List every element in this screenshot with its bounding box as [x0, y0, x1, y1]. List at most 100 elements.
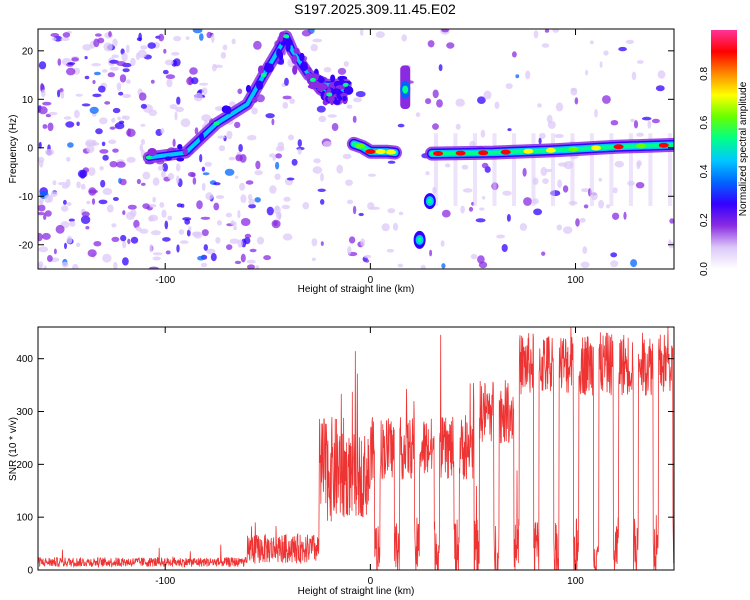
heatmap-cell: [478, 150, 489, 156]
heatmap-cell: [210, 253, 217, 262]
heatmap-cell: [224, 168, 235, 176]
heatmap-cell: [201, 87, 208, 96]
heatmap-cell: [433, 151, 444, 157]
heatmap-cell: [231, 38, 236, 45]
heatmap-cell: [525, 70, 531, 80]
heatmap-cell: [222, 44, 228, 51]
heatmap-cell: [234, 175, 239, 179]
heatmap-cells: [38, 29, 674, 269]
heatmap-cell: [147, 42, 156, 49]
heatmap-cell: [441, 263, 446, 269]
heatmap-cell: [589, 40, 594, 45]
heatmap-cell: [655, 85, 665, 92]
colorbar-tick-label: 0.2: [699, 213, 710, 227]
heatmap-cell: [312, 38, 323, 43]
heatmap-cell: [217, 135, 226, 139]
heatmap-cell: [625, 39, 635, 45]
heatmap-cell: [533, 30, 539, 39]
heatmap-cell: [254, 170, 263, 176]
heatmap-cell: [297, 139, 302, 148]
heatmap-cell: [63, 116, 72, 120]
heatmap-cell: [234, 121, 241, 129]
heatmap-cell: [281, 204, 290, 210]
heatmap-cell: [101, 141, 106, 147]
heatmap-cell: [84, 56, 88, 60]
heatmap-cell: [275, 153, 282, 159]
heatmap-cell: [583, 204, 589, 209]
heatmap-cell: [330, 74, 336, 83]
heatmap-cell: [200, 262, 208, 268]
heatmap-cell: [187, 171, 196, 177]
heatmap-cell: [122, 240, 127, 249]
heatmap-cell: [602, 95, 611, 104]
heatmap-cell: [545, 147, 556, 153]
heatmap-cell: [193, 231, 203, 239]
heatmap-cell: [191, 77, 199, 85]
heatmap-cell: [108, 30, 112, 38]
spectrogram-frame: [37, 28, 675, 270]
colorbar: 0.0 0.2 0.4 0.6 0.8 Normalized spectral ampl…: [699, 30, 749, 276]
heatmap-cell: [507, 128, 512, 132]
heatmap-cell: [582, 246, 588, 254]
heatmap-cell: [301, 29, 312, 37]
x-tick-label: 0: [368, 576, 374, 587]
heatmap-cell: [445, 163, 451, 168]
heatmap-cell: [492, 133, 497, 206]
heatmap-cell: [99, 149, 109, 154]
heatmap-cell: [472, 133, 477, 206]
heatmap-cell: [630, 259, 638, 268]
heatmap-cell: [554, 133, 564, 139]
heatmap-cell: [211, 63, 217, 72]
heatmap-cell: [206, 31, 213, 39]
heatmap-cell: [501, 244, 508, 252]
x-tick-label: 0: [368, 275, 374, 286]
heatmap-cell: [541, 251, 546, 256]
heatmap-cell: [272, 156, 276, 161]
heatmap-cell: [119, 74, 127, 83]
heatmap-cell: [148, 109, 158, 117]
heatmap-cell: [152, 177, 160, 186]
heatmap-cell: [60, 205, 69, 212]
heatmap-cell: [161, 209, 167, 218]
colorbar-gradient: [711, 30, 737, 269]
heatmap-cell: [130, 209, 137, 217]
heatmap-cell: [60, 37, 70, 41]
heatmap-cell: [114, 122, 125, 130]
heatmap-cell: [184, 218, 191, 225]
heatmap-cell: [194, 127, 199, 135]
heatmap-cell: [609, 133, 614, 206]
heatmap-cell: [397, 263, 404, 268]
heatmap-cell: [85, 226, 90, 230]
colorbar-tick-label: 0.6: [699, 115, 710, 129]
heatmap-cell: [107, 72, 116, 78]
heatmap-cell: [347, 199, 353, 205]
heatmap-cell: [87, 249, 97, 257]
heatmap-cell: [188, 76, 193, 85]
heatmap-cell: [278, 51, 284, 61]
heatmap-cell: [92, 142, 100, 146]
heatmap-cell: [302, 202, 310, 210]
heatmap-cell: [633, 120, 639, 129]
heatmap-cell: [237, 88, 243, 95]
chart-title: S197.2025.309.11.45.E02: [294, 1, 456, 17]
y-tick-label: 0: [27, 566, 33, 577]
heatmap-cell: [511, 133, 516, 206]
heatmap-cell: [375, 31, 385, 38]
heatmap-cell: [215, 195, 225, 199]
snr-series-line: [38, 327, 674, 570]
heatmap-cell: [108, 139, 117, 145]
colorbar-tick-label: 0.4: [699, 164, 710, 178]
heatmap-cell: [585, 69, 589, 76]
heatmap-cell: [446, 42, 455, 49]
heatmap-cell: [260, 73, 267, 78]
heatmap-cell: [44, 195, 51, 203]
heatmap-cell: [66, 67, 76, 76]
heatmap-cell: [336, 164, 344, 174]
heatmap-cell: [169, 104, 178, 110]
heatmap-cell: [401, 34, 408, 42]
heatmap-cell: [266, 206, 274, 216]
heatmap-cell: [76, 121, 80, 127]
heatmap-cell: [317, 188, 326, 192]
heatmap-cell: [99, 166, 104, 171]
